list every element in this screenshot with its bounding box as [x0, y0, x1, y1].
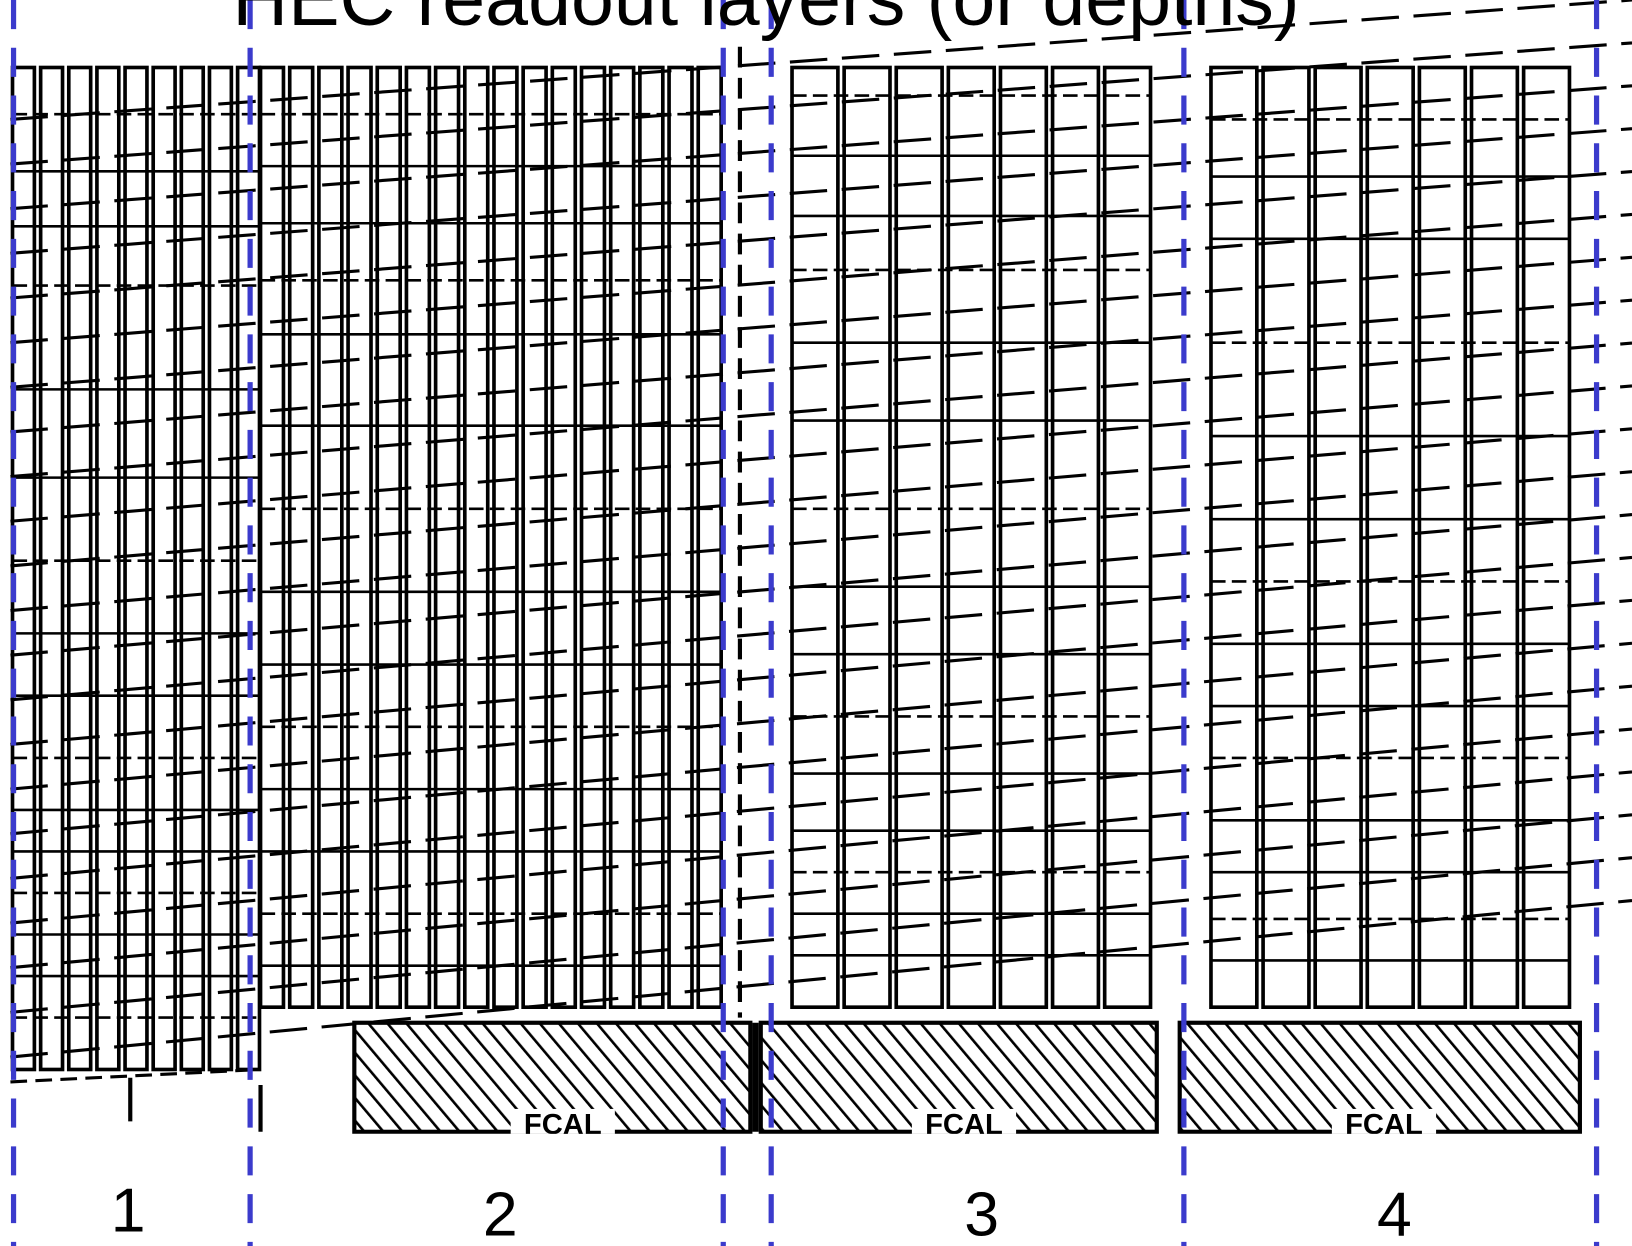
projective-line: [10, 84, 1632, 211]
projective-line: [10, 727, 1632, 880]
plate: [123, 65, 149, 1072]
beam-line: [10, 1067, 261, 1084]
projective-line: [10, 341, 1632, 479]
plate: [95, 65, 121, 1072]
layer-label: 3: [964, 1181, 999, 1246]
layer-label: 4: [1377, 1181, 1412, 1246]
label-bg: [1331, 1108, 1437, 1134]
projective-line: [10, 598, 1632, 747]
plate: [10, 65, 37, 1072]
plate: [842, 65, 892, 1010]
plate: [1102, 65, 1153, 1010]
layer-boundaries: [10, 0, 1600, 1246]
plate: [66, 65, 93, 1072]
plate: [608, 65, 636, 1010]
plate: [375, 65, 403, 1010]
label-bg: [510, 1108, 615, 1134]
plate: [462, 65, 490, 1010]
projective-line: [10, 255, 1632, 389]
plate: [1209, 65, 1259, 1010]
projective-line: [10, 898, 1632, 1059]
projective-line: [10, 0, 1632, 121]
plate: [433, 65, 461, 1010]
projective-line: [10, 684, 1632, 836]
plate: [1469, 65, 1520, 1010]
plate: [38, 65, 65, 1072]
projective-line: [10, 384, 1632, 523]
projective-line: [10, 127, 1632, 255]
layer-label: 1: [111, 1177, 146, 1246]
plate: [492, 65, 519, 1010]
plate: [638, 65, 665, 1010]
plate: [151, 65, 177, 1072]
projective-line: [10, 212, 1632, 345]
projective-lines: [10, 0, 1632, 1059]
plate: [790, 65, 840, 1010]
fcal-blocks: FCAL FCAL FCAL: [352, 1020, 1582, 1141]
projective-line: [10, 427, 1632, 568]
plate: [207, 65, 234, 1072]
projective-line: [10, 555, 1632, 702]
plate: [894, 65, 944, 1010]
projective-line: [10, 641, 1632, 791]
plate: [579, 65, 607, 1010]
plate: [998, 65, 1049, 1010]
projective-line: [10, 813, 1632, 970]
projective-line: [10, 856, 1632, 1014]
plate: [179, 65, 206, 1072]
projective-line: [10, 169, 1632, 300]
plate: [667, 65, 694, 1010]
plate: [521, 65, 548, 1010]
plate: [1521, 65, 1572, 1010]
label-bg: [911, 1108, 1017, 1134]
plate: [404, 65, 432, 1010]
title: HEC readout layers (or depths): [232, 0, 1299, 42]
plate: [287, 65, 315, 1010]
plate: [1313, 65, 1363, 1010]
plate: [1261, 65, 1311, 1010]
projective-line: [10, 770, 1632, 925]
plate: [1417, 65, 1468, 1010]
layer-label: 2: [483, 1181, 518, 1246]
plate: [946, 65, 997, 1010]
projective-line: [10, 298, 1632, 434]
projective-line: [10, 41, 1632, 166]
plate: [258, 65, 286, 1010]
plate: [550, 65, 578, 1010]
projective-line: [10, 513, 1632, 657]
projective-line: [10, 470, 1632, 613]
plate: [696, 65, 723, 1010]
bottom-area: [0, 1133, 1632, 1246]
plate: [1050, 65, 1101, 1010]
